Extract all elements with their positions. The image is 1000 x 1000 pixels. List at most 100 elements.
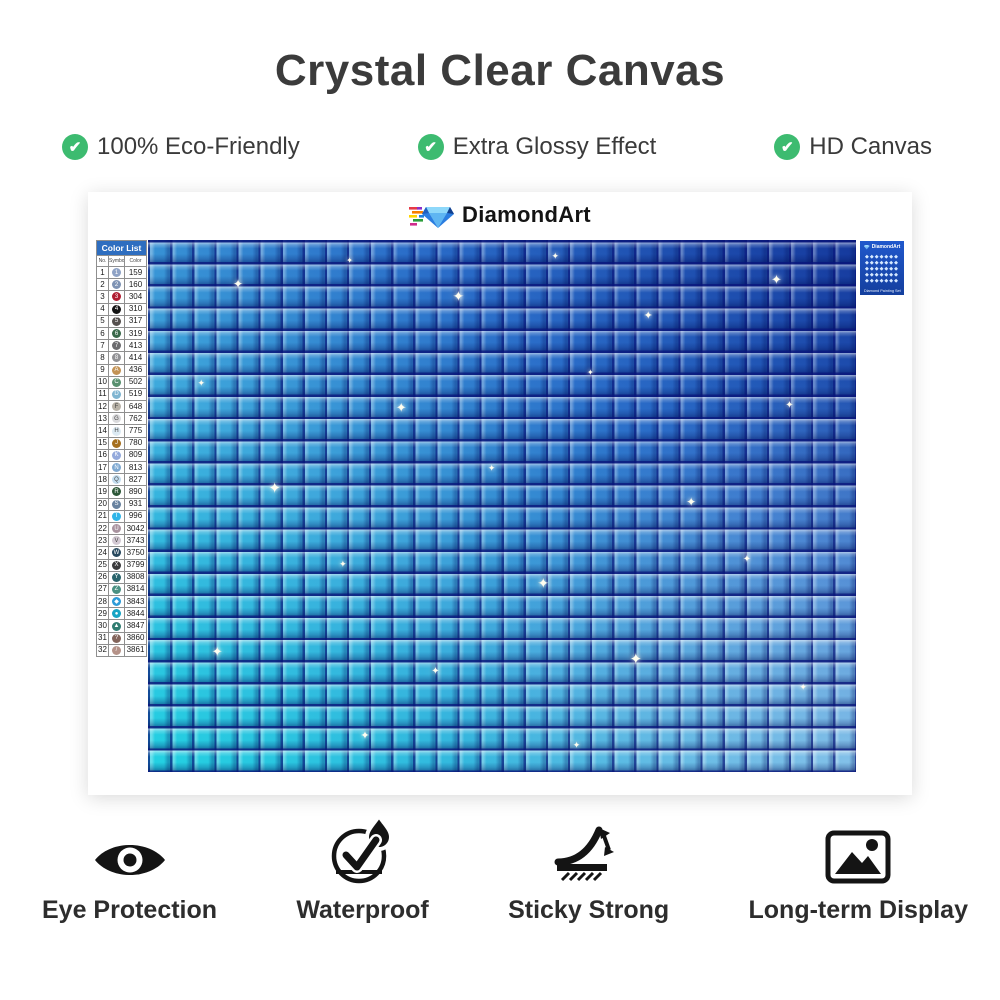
- mini-brand-name: DiamondArt: [871, 244, 901, 250]
- color-swatch-symbol: 8: [112, 353, 121, 363]
- row-number: 5: [96, 314, 109, 328]
- symbol-cell: 3: [108, 290, 125, 304]
- symbol-cell: Q: [108, 473, 125, 487]
- color-list-row: 1 1 159: [96, 265, 148, 280]
- color-swatch-symbol: ▲: [112, 621, 121, 631]
- mini-card-caption: Diamond Painting Set: [863, 288, 901, 293]
- color-list-row: 17 N 813: [96, 460, 148, 475]
- sparkle-decoration: ✦: [268, 480, 281, 498]
- dmc-code: 780: [123, 436, 148, 450]
- dmc-code: 413: [123, 339, 148, 353]
- sparkle-decoration: ✦: [537, 575, 550, 592]
- row-number: 27: [96, 582, 109, 597]
- color-list-row: 10 C 502: [96, 375, 148, 389]
- page-title: Crystal Clear Canvas: [274, 46, 726, 95]
- color-list-row: 31 ? 3860: [96, 631, 148, 645]
- diamond-logo-icon: [409, 207, 455, 228]
- color-list-title: Color List: [95, 240, 148, 256]
- mini-diamond-grid: [865, 254, 899, 284]
- color-swatch-symbol: W: [112, 548, 121, 558]
- row-number: 32: [96, 643, 109, 658]
- color-swatch-symbol: A: [112, 365, 121, 375]
- symbol-cell: 8: [108, 351, 125, 365]
- color-swatch-symbol: 2: [112, 280, 121, 290]
- color-list-row: 9 A 436: [96, 363, 148, 377]
- row-number: 22: [96, 521, 109, 536]
- mini-card-brand: DiamondArt: [863, 244, 901, 250]
- color-list-row: 25 X 3799: [96, 558, 148, 572]
- row-number: 12: [96, 400, 109, 414]
- column-header-no: No.: [96, 255, 109, 267]
- color-list-row: 5 5 317: [96, 314, 148, 328]
- symbol-cell: ◆: [108, 595, 125, 609]
- color-list-row: 30 ▲ 3847: [96, 619, 148, 633]
- sparkle-decoration: ✦: [339, 559, 347, 570]
- column-header-symbol: Symbol: [108, 255, 125, 267]
- color-list-row: 12 F 648: [96, 400, 148, 414]
- row-number: 15: [96, 436, 109, 450]
- color-swatch-symbol: 1: [112, 268, 121, 278]
- row-number: 19: [96, 485, 109, 499]
- symbol-cell: 1: [108, 265, 125, 280]
- dmc-code: 813: [123, 460, 148, 475]
- dmc-code: 827: [123, 473, 148, 487]
- sparkle-decoration: ✦: [551, 250, 560, 261]
- color-list-row: 21 T 996: [96, 509, 148, 523]
- row-number: 7: [96, 339, 109, 353]
- dmc-code: 648: [123, 400, 148, 414]
- sparkle-decoration: ✦: [346, 255, 353, 265]
- sparkle-decoration: ✦: [395, 399, 407, 415]
- symbol-cell: /: [108, 643, 125, 658]
- picture-icon: [825, 820, 891, 884]
- row-number: 6: [96, 326, 109, 341]
- row-number: 26: [96, 570, 109, 584]
- color-swatch-symbol: ●: [112, 609, 121, 619]
- row-number: 3: [96, 290, 109, 304]
- dmc-code: 3750: [123, 546, 148, 560]
- row-number: 30: [96, 619, 109, 633]
- dmc-code: 3860: [123, 631, 148, 645]
- dmc-code: 762: [123, 412, 148, 426]
- check-icon: ✔: [774, 134, 801, 160]
- row-number: 9: [96, 363, 109, 377]
- color-list-row: 4 4 310: [96, 302, 148, 316]
- dmc-code: 519: [123, 387, 148, 402]
- benefit-longterm-display: Long-term Display: [749, 820, 968, 925]
- color-swatch-symbol: 6: [112, 329, 121, 339]
- waterproof-icon: [330, 814, 396, 884]
- dmc-code: 3847: [123, 619, 148, 633]
- row-number: 29: [96, 607, 109, 621]
- color-swatch-symbol: V: [112, 536, 121, 546]
- symbol-cell: Z: [108, 582, 125, 597]
- dmc-code: 3843: [123, 595, 148, 609]
- dmc-code: 3861: [123, 643, 148, 658]
- color-swatch-symbol: ?: [112, 633, 121, 643]
- symbol-cell: 7: [108, 339, 125, 353]
- color-list-row: 23 V 3743: [96, 534, 148, 548]
- symbol-cell: W: [108, 546, 125, 560]
- dmc-code: 160: [123, 278, 148, 292]
- color-list-row: 32 / 3861: [96, 643, 148, 658]
- color-list-row: 29 ● 3844: [96, 607, 148, 621]
- dmc-code: 931: [123, 497, 148, 511]
- symbol-cell: T: [108, 509, 125, 523]
- color-swatch-symbol: Q: [112, 475, 121, 485]
- row-number: 13: [96, 412, 109, 426]
- sparkle-decoration: ✦: [211, 644, 223, 660]
- benefit-label: Eye Protection: [42, 896, 218, 924]
- row-number: 28: [96, 595, 109, 609]
- benefit-sticky-strong: Sticky Strong: [508, 820, 669, 925]
- row-number: 14: [96, 424, 109, 438]
- product-photo: DiamondArt Color List No. Symbol Color 1…: [88, 192, 912, 795]
- sparkle-decoration: ✦: [799, 681, 807, 692]
- symbol-cell: U: [108, 521, 125, 536]
- sparkle-decoration: ✦: [197, 378, 206, 389]
- symbol-cell: ●: [108, 607, 125, 621]
- sparkle-decoration: ✦: [629, 650, 643, 668]
- symbol-cell: G: [108, 412, 125, 426]
- eye-icon: [92, 820, 168, 884]
- color-swatch-symbol: T: [112, 511, 121, 521]
- sparkle-decoration: ✦: [742, 553, 752, 565]
- sparkle-decoration: ✦: [487, 463, 496, 474]
- color-swatch-symbol: 4: [112, 304, 121, 314]
